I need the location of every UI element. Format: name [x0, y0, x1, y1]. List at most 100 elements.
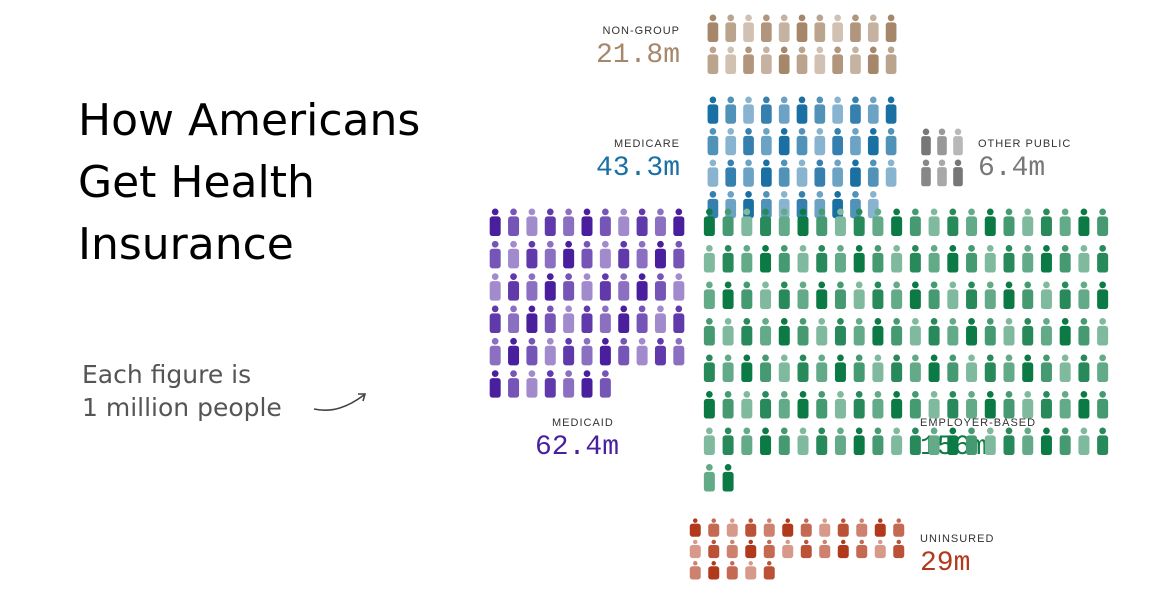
figure-employer-based: [834, 245, 846, 273]
figure-non-group: [885, 46, 897, 74]
figure-employer-based: [703, 208, 715, 236]
figure-employer-based: [909, 427, 921, 455]
figure-non-group: [867, 14, 879, 42]
figure-medicaid: [636, 240, 648, 269]
figure-employer-based: [834, 427, 846, 455]
figure-medicaid: [563, 273, 575, 301]
figure-employer-based: [909, 208, 921, 236]
figure-employer-based: [984, 208, 996, 236]
figure-employer-based: [1022, 354, 1034, 382]
figure-medicaid: [508, 305, 520, 333]
figure-non-group: [832, 46, 843, 74]
figure-employer-based: [1078, 245, 1090, 273]
figure-employer-based: [853, 281, 865, 309]
figure-medicaid: [599, 240, 611, 269]
figure-employer-based: [816, 391, 828, 419]
figure-employer-based: [872, 354, 884, 382]
figure-employer-based: [1059, 318, 1071, 346]
figure-employer-based: [816, 208, 828, 236]
figure-other-public: [921, 128, 931, 156]
note-line-2: 1 million people: [82, 393, 282, 422]
figure-employer-based: [760, 354, 772, 382]
value-uninsured: 29m: [920, 548, 971, 579]
figure-medicare: [707, 96, 719, 124]
figure-medicaid: [508, 273, 520, 301]
figure-medicaid: [563, 370, 575, 398]
figure-employer-based: [1097, 208, 1109, 236]
figure-employer-based: [1097, 245, 1109, 273]
figure-employer-based: [722, 318, 734, 346]
figure-employer-based: [760, 281, 772, 309]
figure-employer-based: [1040, 391, 1052, 419]
figure-employer-based: [909, 354, 921, 382]
figure-medicaid: [508, 208, 520, 236]
figure-non-group: [707, 14, 719, 42]
figure-employer-based: [891, 354, 903, 382]
figure-non-group: [707, 46, 719, 74]
figure-employer-based: [1003, 391, 1015, 419]
figure-medicaid: [618, 337, 630, 366]
figure-employer-based: [1040, 318, 1052, 346]
figure-employer-based: [834, 391, 846, 419]
figure-medicaid: [581, 240, 593, 269]
figure-medicaid: [636, 208, 648, 236]
figure-employer-based: [1097, 391, 1109, 419]
figure-employer-based: [797, 245, 809, 273]
figure-medicaid: [581, 305, 593, 333]
figure-uninsured: [874, 518, 886, 537]
chart-title: How Americans Get Health Insurance: [78, 90, 420, 276]
figure-medicaid: [673, 305, 685, 333]
figure-medicaid: [636, 337, 648, 366]
figure-medicaid: [673, 337, 685, 366]
figure-employer-based: [872, 208, 884, 236]
figure-employer-based: [1078, 281, 1090, 309]
figure-uninsured: [763, 518, 775, 537]
figure-medicare: [850, 128, 861, 156]
figure-employer-based: [947, 391, 959, 419]
figure-medicare: [814, 159, 826, 187]
figure-non-group: [761, 14, 772, 42]
figure-medicare: [867, 128, 879, 156]
figure-medicare: [832, 96, 843, 124]
figure-employer-based: [1003, 208, 1015, 236]
figure-employer-based: [722, 427, 734, 455]
figure-employer-based: [966, 245, 978, 273]
figure-uninsured: [819, 539, 831, 559]
figure-employer-based: [778, 354, 790, 382]
figure-employer-based: [703, 281, 715, 309]
figure-medicaid: [636, 273, 648, 301]
figure-employer-based: [816, 318, 828, 346]
figure-employer-based: [834, 208, 846, 236]
label-medicaid: MEDICAID: [552, 417, 614, 429]
figure-employer-based: [797, 427, 809, 455]
figure-medicaid: [563, 337, 575, 366]
figure-uninsured: [689, 518, 701, 537]
figure-medicaid: [599, 337, 611, 366]
value-other-public: 6.4m: [978, 153, 1046, 184]
figure-employer-based: [1003, 245, 1015, 273]
figure-employer-based: [741, 208, 753, 236]
figure-employer-based: [909, 245, 921, 273]
figure-medicare: [761, 128, 772, 156]
figure-uninsured: [856, 518, 868, 537]
figure-employer-based: [966, 208, 978, 236]
figure-employer-based: [909, 391, 921, 419]
figure-employer-based: [853, 391, 865, 419]
figure-medicare: [778, 128, 790, 156]
figure-other-public: [937, 159, 947, 187]
figure-other-public: [937, 128, 947, 156]
figure-medicaid: [618, 240, 630, 269]
figure-employer-based: [703, 318, 715, 346]
figure-employer-based: [1097, 354, 1109, 382]
figure-employer-based: [816, 245, 828, 273]
figure-employer-based: [722, 464, 734, 492]
figure-uninsured: [726, 561, 738, 580]
figure-employer-based: [760, 318, 772, 346]
figure-medicaid: [544, 273, 556, 301]
figure-employer-based: [703, 464, 715, 492]
figure-employer-based: [928, 354, 940, 382]
figure-employer-based: [760, 391, 772, 419]
unit-note: Each figure is 1 million people: [82, 358, 282, 424]
figure-employer-based: [984, 391, 996, 419]
label-uninsured: UNINSURED: [920, 533, 995, 545]
